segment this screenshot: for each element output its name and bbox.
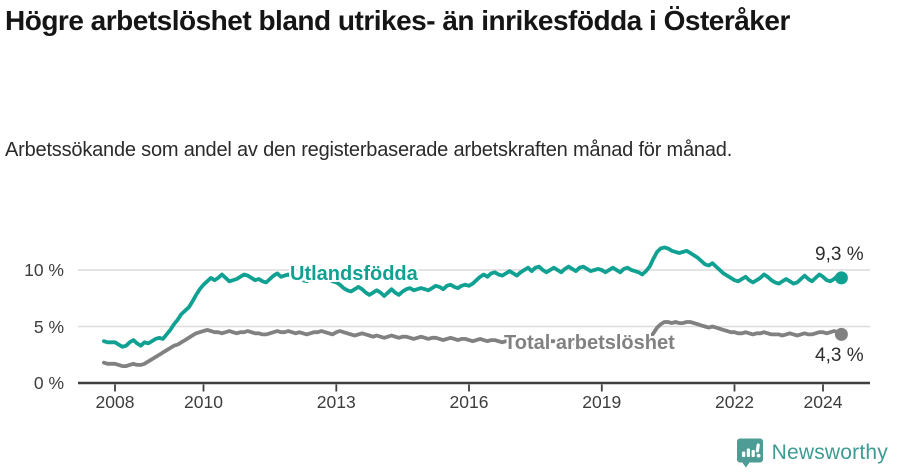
series-line-0 <box>102 245 844 349</box>
x-tick-label-2010: 2010 <box>184 392 223 412</box>
series-label-total-arbetsloshet: Total arbetslöshet <box>504 332 675 354</box>
x-tick-label-2019: 2019 <box>582 392 622 412</box>
x-tick-label-2022: 2022 <box>715 392 754 412</box>
y-tick-label-0pct: 0 % <box>33 373 64 393</box>
plot-area <box>78 245 870 392</box>
newsworthy-logo-icon <box>736 438 763 468</box>
series-end-dot-1 <box>834 327 848 341</box>
x-tick-label-2008: 2008 <box>95 392 135 412</box>
end-value-utlandsfodda: 9,3 % <box>815 244 864 265</box>
y-tick-label-5pct: 5 % <box>33 316 64 337</box>
series-line-1 <box>102 320 844 369</box>
x-tick-label-2024: 2024 <box>803 392 843 412</box>
y-tick-label-10pct: 10 % <box>24 260 64 280</box>
x-tick-label-2013: 2013 <box>316 392 356 412</box>
chart-subtitle: Arbetssökande som andel av den registerb… <box>5 139 733 161</box>
end-value-total-arbetsloshet: 4,3 % <box>815 345 864 366</box>
series-end-dot-0 <box>834 271 848 285</box>
x-tick-label-2016: 2016 <box>449 392 489 412</box>
page-title: Högre arbetslöshet bland utrikes- än inr… <box>5 5 790 36</box>
series-label-utlandsfodda: Utlandsfödda <box>290 263 418 285</box>
line-chart: 10 % 5 % 0 % 2008 2010 2013 2016 2019 2022 2024 … <box>0 228 900 474</box>
newsworthy-brand-text: Newsworthy <box>771 441 888 464</box>
newsworthy-logo: Newsworthy <box>736 437 888 469</box>
